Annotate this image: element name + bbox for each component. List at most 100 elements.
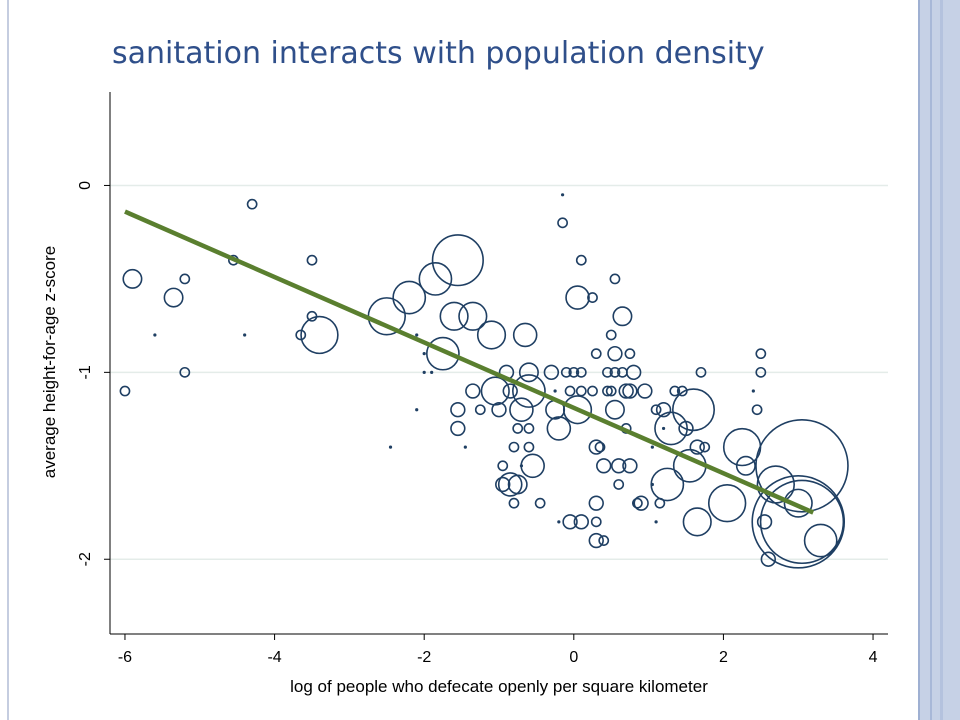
data-point [450,402,466,418]
fitted-regression-line [124,209,815,515]
data-point [594,441,606,453]
data-point [507,474,528,495]
y-tick-label: -2 [77,552,94,566]
data-point [508,441,520,453]
data-point [633,495,649,511]
data-point [588,532,604,549]
data-point [613,479,625,490]
x-tick-label: -2 [417,649,431,666]
data-point [564,385,576,397]
data-point [560,366,572,378]
data-point [751,404,763,416]
data-point [722,427,762,467]
data-point [553,389,557,393]
data-point [388,445,393,449]
data-point [751,475,846,569]
data-point [295,329,307,341]
data-point [568,366,580,378]
data-point [631,497,643,509]
data-point [122,268,143,289]
y-axis-title: average height-for-age z-score [40,246,59,478]
data-point [497,460,509,472]
data-point [512,374,546,408]
data-point [497,472,523,497]
data-point [450,420,466,437]
data-point [655,402,672,418]
data-point [590,516,602,528]
data-point [669,385,681,397]
data-point [495,476,511,493]
data-point [474,404,486,416]
data-point [760,551,777,567]
slide-title: sanitation interacts with population den… [112,36,765,71]
data-point [682,507,712,537]
y-tick-label: 0 [77,181,94,190]
data-point [605,385,617,397]
data-point [618,383,634,399]
data-point [520,453,545,479]
data-point [575,385,587,397]
data-point [476,320,507,350]
decoration-stripe [940,0,943,720]
data-point [575,254,587,266]
data-point [463,445,467,449]
data-point [587,385,598,397]
x-tick-label: -4 [267,649,281,666]
x-axis-title: log of people who defecate openly per sq… [290,677,708,696]
data-point [755,366,767,378]
data-point [735,455,756,476]
data-point [661,426,666,431]
data-point [246,198,258,210]
data-point [598,535,610,546]
data-point [609,273,621,285]
data-point [575,366,587,378]
data-point [392,280,427,315]
data-point [625,364,642,381]
data-point [759,479,845,565]
data-point [439,301,469,331]
data-point [678,420,694,437]
data-point [607,345,623,362]
data-point [480,376,510,406]
data-point [650,404,662,416]
x-tick-label: 2 [719,649,728,666]
data-point [422,352,426,356]
data-point [163,287,184,308]
x-tick-label: -6 [118,649,132,666]
data-point [622,458,638,474]
slide-right-decoration [918,0,960,720]
data-point [609,366,621,378]
data-point [431,234,484,287]
data-point [518,362,539,383]
data-point [565,285,590,310]
data-point [755,348,767,360]
data-point [650,467,685,502]
data-point [546,416,572,441]
data-point [573,514,589,530]
data-point [612,306,633,327]
data-point [602,366,613,378]
slide-left-border [7,0,9,720]
data-point [699,441,711,453]
data-point [689,439,705,455]
data-point [557,520,561,524]
data-point [491,402,507,418]
data-point [179,273,191,285]
data-point [602,385,613,397]
data-point [604,399,625,420]
data-point [596,458,612,474]
data-point [654,411,688,446]
data-point [562,514,578,530]
x-tick-label: 0 [569,649,578,666]
data-point [512,423,524,434]
data-point [415,408,419,412]
data-point [367,297,406,336]
y-tick-label: -1 [77,365,94,379]
data-point [610,458,627,474]
data-point [650,445,654,449]
data-point [751,389,755,393]
data-point [425,336,460,371]
data-point [512,322,538,348]
axis-ticks: 0 -1 -2 -6 -4 -2 0 2 4 [77,181,878,666]
data-point [534,497,546,509]
